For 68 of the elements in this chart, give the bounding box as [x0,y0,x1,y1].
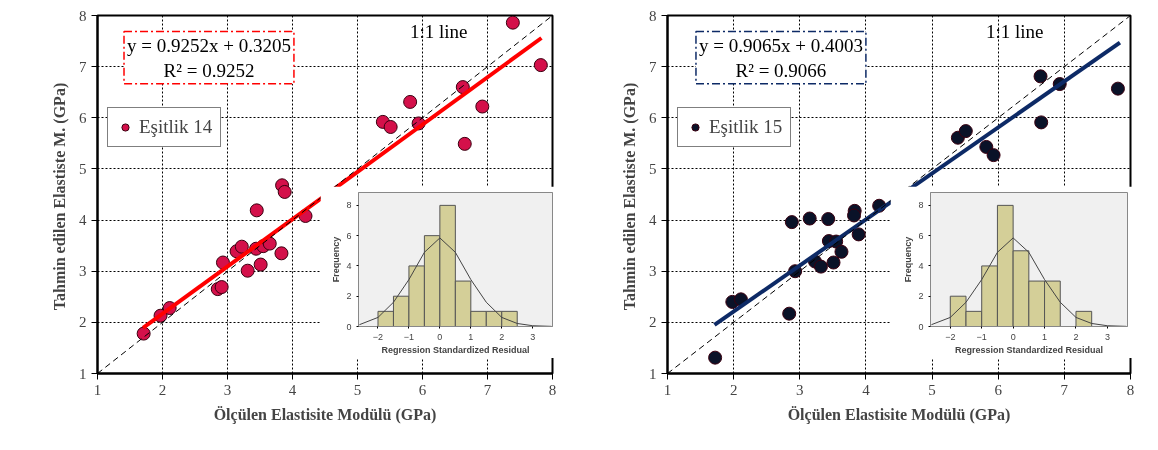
x-tick-label: 7 [1060,381,1069,398]
y-axis-title: Frequency [903,236,914,283]
y-tick-label: 0 [346,321,352,332]
legend-label: Eşitlik 14 [139,116,213,138]
series-label: 1:1 line [985,21,1044,43]
x-tick-label: 0 [1010,331,1016,342]
x-tick-label: 7 [483,381,492,398]
x-tick-label: 3 [530,331,536,342]
y-tick-label: 3 [649,263,657,280]
y-tick-label: 4 [79,212,87,229]
x-tick-label: −2 [372,331,384,342]
x-axis-title: Regression Standardized Residual [954,344,1104,355]
x-tick-label: 8 [548,381,557,398]
x-tick-label: 1 [1042,331,1048,342]
y-tick-label: 8 [79,7,87,24]
annotation: R² = 0.9252 [163,59,255,81]
y-tick-label: 8 [918,200,924,211]
y-tick-label: 2 [649,314,657,331]
y-axis-title: Frequency [331,236,342,283]
x-tick-label: −1 [976,331,987,342]
y-tick-label: 5 [79,160,87,177]
x-tick-label: 4 [288,381,297,398]
y-tick-label: 2 [79,314,87,331]
y-tick-label: 6 [346,230,352,241]
x-tick-label: 2 [158,381,167,398]
y-tick-label: 6 [918,230,924,241]
y-tick-label: 8 [649,7,657,24]
x-tick-label: 6 [994,381,1003,398]
x-tick-label: −1 [403,331,415,342]
y-axis-title: Tahmin edilen Elastiste M. (GPa) [621,82,639,311]
x-tick-label: 3 [796,381,804,398]
x-tick-label: 3 [1104,331,1110,342]
y-axis-title: Tahmin edilen Elastiste M. (GPa) [51,82,69,311]
series-label: 1:1 line [409,21,468,43]
x-tick-label: 2 [1073,331,1079,342]
y-tick-label: 4 [649,212,657,229]
legend-label: Eşitlik 15 [709,116,783,138]
annotation: R² = 0.9066 [735,59,827,81]
x-tick-label: −2 [945,331,956,342]
y-tick-label: 2 [346,291,352,302]
x-axis-title: Regression Standardized Residual [381,344,530,355]
y-tick-label: 4 [346,260,352,271]
y-tick-label: 1 [649,365,657,382]
y-tick-label: 8 [346,200,352,211]
x-tick-label: 1 [663,381,672,398]
x-tick-label: 6 [418,381,427,398]
x-axis-title: Ölçülen Elastisite Modülü (GPa) [213,405,437,424]
annotation: y = 0.9065x + 0.4003 [698,34,863,56]
y-tick-label: 6 [79,109,87,126]
y-tick-label: 7 [79,58,87,75]
y-tick-label: 7 [649,58,657,75]
y-tick-label: 4 [918,260,924,271]
x-tick-label: 1 [93,381,102,398]
y-tick-label: 6 [649,109,657,126]
y-tick-label: 0 [918,321,924,332]
x-tick-label: 8 [1126,381,1135,398]
y-tick-label: 2 [918,291,924,302]
x-tick-label: 2 [499,331,505,342]
y-tick-label: 5 [649,160,657,177]
y-tick-label: 1 [79,365,87,382]
y-tick-label: 3 [79,263,87,280]
x-tick-label: 0 [437,331,443,342]
x-axis-title: Ölçülen Elastisite Modülü (GPa) [787,405,1011,424]
x-tick-label: 4 [862,381,871,398]
x-tick-label: 2 [729,381,738,398]
x-tick-label: 1 [468,331,474,342]
annotation: y = 0.9252x + 0.3205 [127,34,291,56]
x-tick-label: 3 [223,381,232,398]
